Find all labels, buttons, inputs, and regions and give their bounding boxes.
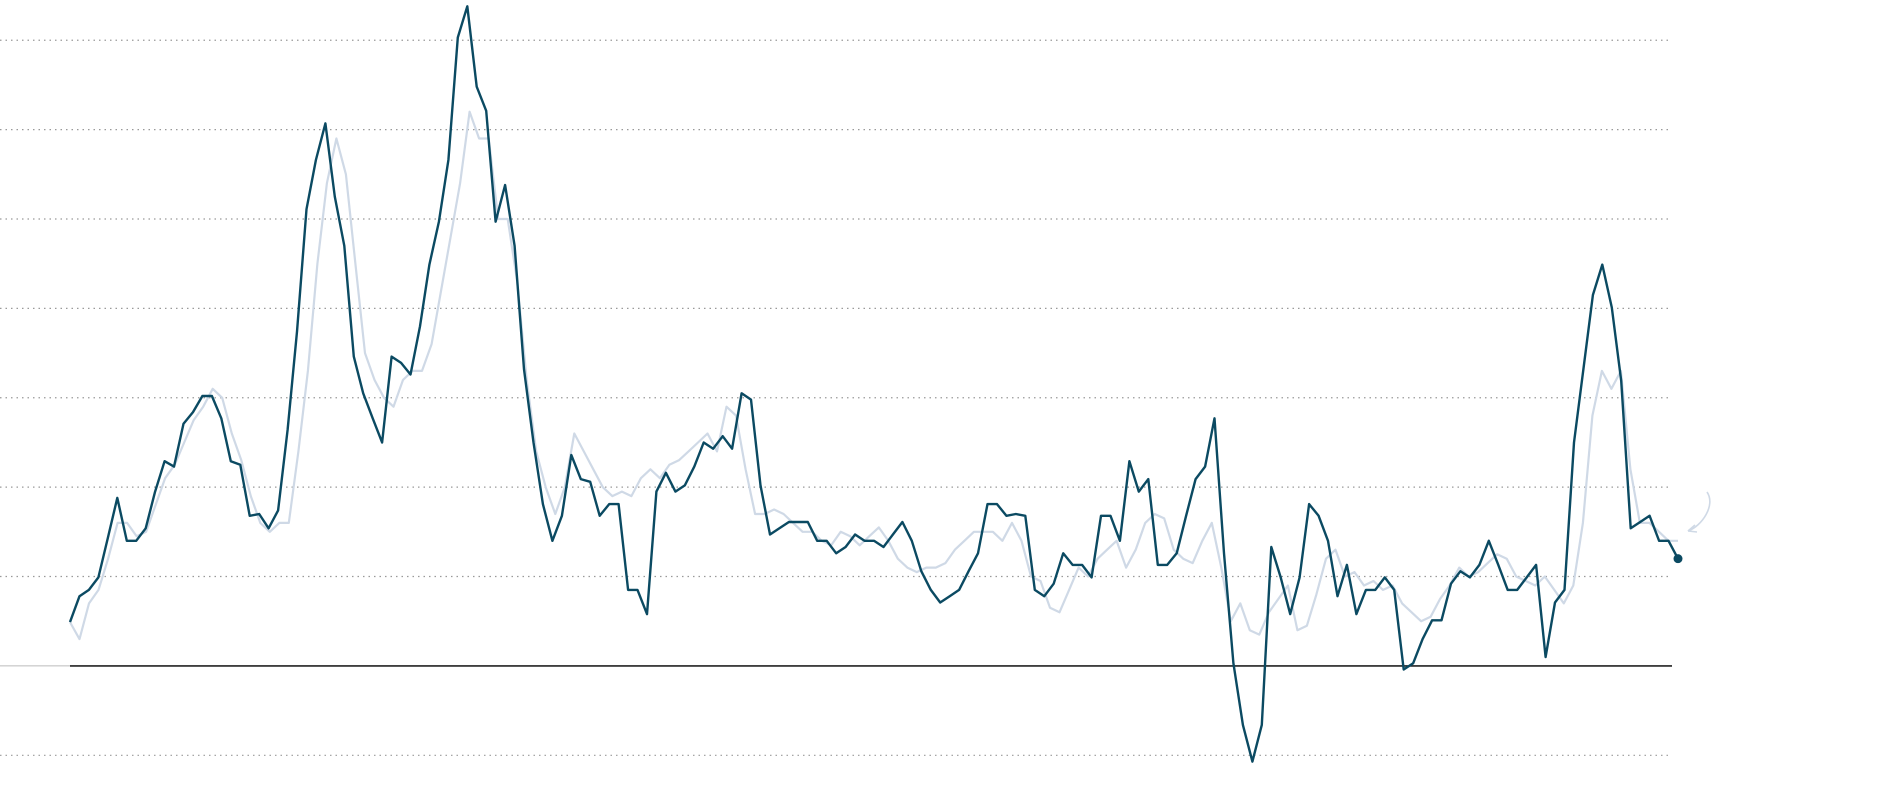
series-line (69, 110, 1678, 641)
annotation-arrow-head (1687, 524, 1698, 533)
end-dot (1673, 554, 1683, 564)
series-line (68, 5, 1680, 763)
annotation-arrow (1687, 491, 1711, 532)
